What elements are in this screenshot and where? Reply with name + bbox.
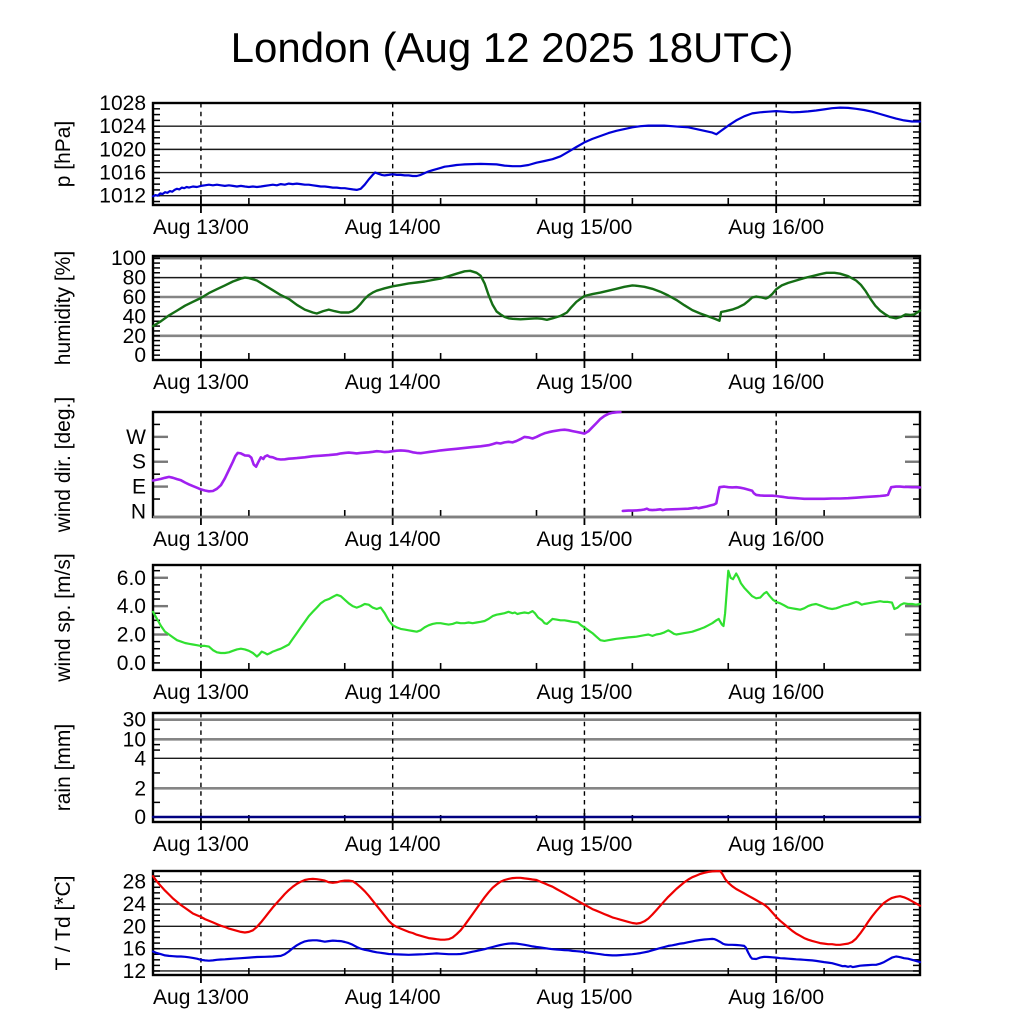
ytick-label-temperature: 28 xyxy=(123,871,146,894)
xtick-label: Aug 15/00 xyxy=(537,216,633,239)
ytick-label-rain: 2 xyxy=(134,777,146,800)
ytick-label-pressure: 1012 xyxy=(99,185,146,208)
ytick-label-temperature: 12 xyxy=(123,960,146,983)
ytick-label-wind_direction: W xyxy=(126,426,146,449)
ytick-label-temperature: 20 xyxy=(123,915,146,938)
ytick-label-humidity: 0 xyxy=(134,344,146,367)
ytick-label-pressure: 1024 xyxy=(99,115,146,138)
xtick-label: Aug 16/00 xyxy=(728,681,824,704)
xtick-label: Aug 14/00 xyxy=(345,216,441,239)
xtick-label: Aug 14/00 xyxy=(345,833,441,856)
yaxis-title-pressure: p [hPa] xyxy=(52,121,75,188)
ytick-label-humidity: 80 xyxy=(123,267,146,290)
yaxis-title-temperature: T / Td [*C] xyxy=(52,876,75,971)
ytick-label-pressure: 1020 xyxy=(99,138,146,161)
xtick-label: Aug 15/00 xyxy=(537,986,633,1009)
ytick-label-humidity: 40 xyxy=(123,305,146,328)
xtick-label: Aug 15/00 xyxy=(537,833,633,856)
series-temperature-T xyxy=(151,869,922,946)
xtick-label: Aug 14/00 xyxy=(345,371,441,394)
ytick-label-wind_speed: 4.0 xyxy=(117,595,146,618)
yaxis-title-humidity: humidity [%] xyxy=(52,251,75,365)
xtick-label: Aug 13/00 xyxy=(153,681,249,704)
xtick-label: Aug 14/00 xyxy=(345,681,441,704)
yaxis-title-wind_direction: wind dir. [deg.] xyxy=(52,397,75,533)
ytick-label-wind_direction: E xyxy=(132,476,146,499)
series-pressure xyxy=(151,106,922,198)
xtick-label: Aug 15/00 xyxy=(537,528,633,551)
xtick-label: Aug 15/00 xyxy=(537,681,633,704)
ytick-label-humidity: 20 xyxy=(123,325,146,348)
ytick-label-wind_speed: 2.0 xyxy=(117,624,146,647)
yaxis-title-rain: rain [mm] xyxy=(52,724,75,812)
xtick-label: Aug 16/00 xyxy=(728,986,824,1009)
series-wind-direction xyxy=(151,410,622,493)
panel-wind_speed: 0.0 2.0 4.0 6.0 wind sp. [m/s] Aug 13/00 Aug 1… xyxy=(52,553,922,704)
xtick-label: Aug 16/00 xyxy=(728,371,824,394)
series-wind-direction xyxy=(621,485,922,513)
xtick-label: Aug 13/00 xyxy=(153,371,249,394)
xtick-label: Aug 13/00 xyxy=(153,986,249,1009)
ytick-label-rain: 0 xyxy=(134,806,146,829)
ytick-label-humidity: 100 xyxy=(111,247,146,270)
xtick-label: Aug 13/00 xyxy=(153,833,249,856)
series-wind-speed xyxy=(151,569,922,658)
ytick-label-wind_direction: N xyxy=(131,500,146,523)
ytick-label-wind_direction: S xyxy=(132,451,146,474)
ytick-label-wind_speed: 6.0 xyxy=(117,567,146,590)
xtick-label: Aug 16/00 xyxy=(728,216,824,239)
ytick-label-rain: 4 xyxy=(134,747,146,770)
xtick-label: Aug 13/00 xyxy=(153,216,249,239)
xtick-label: Aug 15/00 xyxy=(537,371,633,394)
xtick-label: Aug 16/00 xyxy=(728,833,824,856)
ytick-label-pressure: 1028 xyxy=(99,92,146,115)
ytick-label-temperature: 24 xyxy=(123,893,147,916)
xtick-label: Aug 13/00 xyxy=(153,528,249,551)
xtick-label: Aug 14/00 xyxy=(345,986,441,1009)
yaxis-title-wind_speed: wind sp. [m/s] xyxy=(52,553,75,682)
series-dew-point-Td xyxy=(151,937,922,969)
ytick-label-rain: 10 xyxy=(123,728,146,751)
xtick-label: Aug 16/00 xyxy=(728,528,824,551)
ytick-label-rain: 30 xyxy=(123,709,146,732)
series-relative-humidity xyxy=(151,269,922,328)
xtick-label: Aug 14/00 xyxy=(345,528,441,551)
ytick-label-temperature: 16 xyxy=(123,938,146,961)
chart-title: London (Aug 12 2025 18UTC) xyxy=(230,24,794,71)
ytick-label-wind_speed: 0.0 xyxy=(117,652,146,675)
ytick-label-humidity: 60 xyxy=(123,286,146,309)
ytick-label-pressure: 1016 xyxy=(99,162,146,185)
